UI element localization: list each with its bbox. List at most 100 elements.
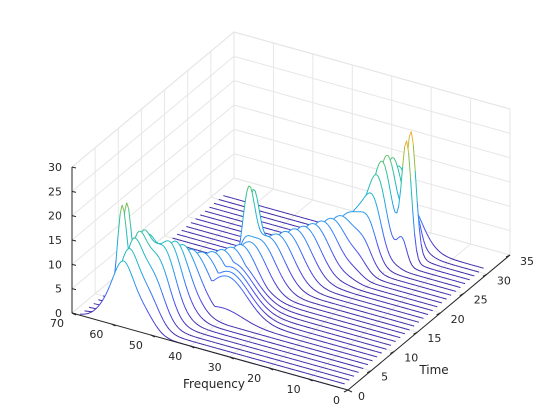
waterfall-segment: [209, 206, 212, 209]
waterfall-segment: [202, 333, 205, 335]
waterfall-segment: [393, 294, 397, 296]
waterfall-segment: [110, 276, 114, 282]
waterfall-segment: [249, 331, 252, 333]
waterfall-segment: [172, 332, 176, 336]
waterfall-segment: [292, 316, 295, 319]
waterfall-segment: [168, 257, 172, 264]
waterfall-segment: [215, 277, 218, 280]
waterfall-segment: [224, 334, 227, 337]
waterfall-segment: [277, 338, 280, 341]
waterfall-segment: [336, 339, 339, 342]
waterfall-segment: [250, 352, 253, 354]
waterfall-segment: [318, 282, 322, 286]
waterfall-segment: [244, 350, 247, 352]
waterfall-segment: [422, 281, 425, 284]
waterfall-segment: [338, 264, 342, 268]
waterfall-segment: [298, 344, 301, 347]
waterfall-segment: [217, 342, 220, 345]
waterfall-segment: [116, 263, 120, 268]
waterfall-segment: [224, 307, 227, 310]
axes-box-front: [71, 166, 511, 393]
waterfall-segment: [243, 236, 247, 239]
waterfall-segment: [344, 352, 348, 355]
waterfall-segment: [223, 249, 226, 252]
waterfall-segment: [309, 358, 312, 360]
waterfall-segment: [226, 350, 229, 352]
waterfall-segment: [412, 309, 415, 312]
waterfall-segment: [272, 208, 275, 211]
waterfall-segment: [197, 312, 201, 316]
waterfall-segment: [232, 336, 235, 339]
waterfall-segment: [353, 349, 356, 352]
waterfall-segment: [382, 161, 386, 167]
waterfall-segment: [438, 265, 441, 267]
waterfall-segment: [151, 294, 154, 299]
waterfall-segment: [430, 283, 433, 286]
waterfall-segment: [290, 299, 293, 302]
waterfall-segment: [274, 224, 277, 227]
waterfall-segment: [409, 314, 412, 316]
waterfall-segment: [323, 274, 326, 278]
waterfall-segment: [209, 237, 212, 240]
waterfall-segment: [404, 317, 408, 320]
waterfall-segment: [359, 351, 362, 354]
waterfall-segment: [403, 269, 406, 272]
waterfall-segment: [279, 334, 282, 336]
waterfall-segment: [453, 274, 457, 277]
waterfall-segment: [263, 282, 267, 287]
waterfall-segment: [262, 233, 265, 236]
waterfall-segment: [265, 313, 268, 316]
waterfall-segment: [275, 353, 278, 356]
waterfall-segment: [302, 330, 306, 333]
waterfall-segment: [306, 264, 310, 269]
waterfall-segment: [310, 271, 314, 276]
waterfall-segment: [339, 279, 343, 282]
waterfall-segment: [267, 314, 270, 318]
waterfall-segment: [367, 291, 370, 294]
waterfall-segment: [235, 262, 238, 265]
waterfall-segment: [370, 287, 373, 290]
waterfall-segment: [271, 337, 274, 339]
waterfall-segment: [253, 262, 257, 267]
waterfall-segment: [459, 261, 463, 263]
waterfall-segment: [342, 326, 345, 328]
wall-grid-line: [71, 128, 235, 265]
waterfall-segment: [247, 268, 251, 272]
x-tick-label: 15: [427, 332, 441, 345]
waterfall-segment: [292, 343, 296, 345]
waterfall-segment: [245, 287, 249, 291]
y-tick-label: 40: [168, 350, 182, 363]
waterfall-segment: [358, 310, 362, 312]
waterfall-segment: [252, 337, 255, 339]
waterfall-segment: [87, 312, 90, 315]
waterfall-segment: [128, 208, 132, 226]
waterfall-segment: [201, 317, 204, 321]
waterfall-segment: [430, 309, 433, 312]
waterfall-segment: [204, 252, 207, 255]
waterfall-segment: [191, 279, 195, 286]
waterfall-segment: [203, 230, 207, 233]
waterfall-segment: [258, 312, 262, 316]
waterfall-segment: [274, 308, 277, 311]
waterfall-segment: [244, 318, 247, 321]
waterfall-segment: [325, 316, 328, 318]
waterfall-segment: [455, 275, 459, 277]
waterfall-segment: [369, 354, 372, 356]
waterfall-segment: [441, 253, 445, 256]
waterfall-segment: [391, 283, 394, 285]
waterfall-segment: [271, 352, 274, 355]
waterfall-segment: [316, 365, 319, 367]
waterfall-segment: [383, 306, 387, 309]
waterfall-segment: [307, 368, 311, 370]
waterfall-segment: [301, 233, 305, 238]
waterfall-segment: [271, 213, 275, 216]
waterfall-segment: [186, 226, 189, 228]
waterfall-segment: [240, 338, 243, 341]
waterfall-segment: [213, 336, 217, 339]
waterfall-segment: [417, 285, 420, 287]
waterfall-segment: [257, 343, 261, 346]
waterfall-segment: [455, 259, 459, 262]
waterfall-segment: [182, 235, 186, 237]
waterfall-segment: [380, 290, 383, 292]
waterfall-segment: [346, 353, 349, 355]
